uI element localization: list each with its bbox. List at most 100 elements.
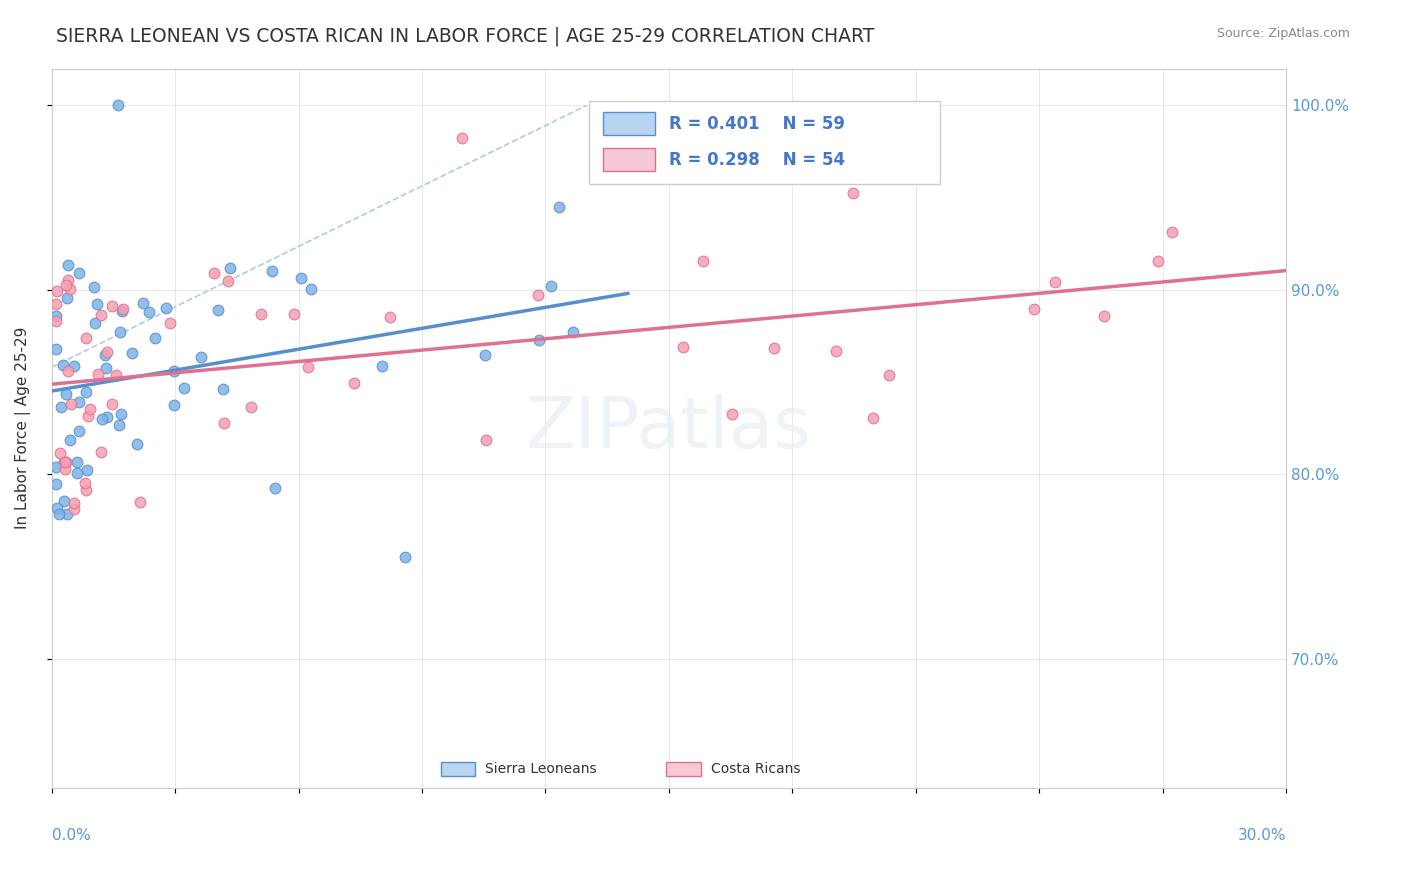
- Point: [52, 358, 75, 372]
- Point: [283, 307, 305, 321]
- Text: 0.0%: 0.0%: [52, 828, 90, 843]
- Point: [299, 282, 322, 296]
- Point: [378, 310, 401, 324]
- FancyBboxPatch shape: [603, 148, 655, 171]
- Point: [111, 304, 134, 318]
- Point: [101, 299, 124, 313]
- Point: [94, 348, 117, 362]
- Point: [60, 397, 83, 411]
- Point: [143, 331, 166, 345]
- Point: [218, 260, 240, 275]
- Point: [63, 496, 86, 510]
- Point: [343, 376, 366, 390]
- Point: [475, 433, 498, 447]
- Text: R = 0.298    N = 54: R = 0.298 N = 54: [669, 151, 845, 169]
- Text: ZIPatlas: ZIPatlas: [526, 393, 811, 463]
- Point: [862, 411, 884, 425]
- Point: [173, 381, 195, 395]
- Point: [211, 382, 233, 396]
- Point: [370, 359, 392, 373]
- Point: [69, 266, 91, 280]
- Point: [474, 348, 496, 362]
- Point: [48, 446, 70, 460]
- Text: Source: ZipAtlas.com: Source: ZipAtlas.com: [1216, 27, 1350, 40]
- Text: 30.0%: 30.0%: [1237, 828, 1286, 843]
- Point: [45, 297, 67, 311]
- Point: [66, 455, 89, 469]
- Point: [527, 334, 550, 348]
- Point: [58, 433, 80, 447]
- Text: R = 0.401    N = 59: R = 0.401 N = 59: [669, 115, 845, 133]
- Point: [73, 475, 96, 490]
- Point: [540, 278, 562, 293]
- Point: [108, 418, 131, 433]
- Point: [63, 502, 86, 516]
- Point: [132, 296, 155, 310]
- Point: [1043, 275, 1066, 289]
- Point: [297, 359, 319, 374]
- Point: [58, 282, 80, 296]
- Point: [53, 494, 76, 508]
- Point: [100, 397, 122, 411]
- Text: Sierra Leoneans: Sierra Leoneans: [485, 762, 596, 776]
- Point: [527, 288, 550, 302]
- Point: [55, 507, 77, 521]
- Point: [45, 459, 67, 474]
- Point: [561, 325, 583, 339]
- Point: [45, 310, 67, 324]
- FancyBboxPatch shape: [589, 101, 941, 184]
- Point: [75, 385, 97, 400]
- Point: [83, 316, 105, 330]
- Point: [48, 507, 70, 521]
- Point: [212, 416, 235, 430]
- Point: [762, 341, 785, 355]
- Point: [155, 301, 177, 315]
- Point: [79, 401, 101, 416]
- Point: [91, 411, 114, 425]
- Point: [263, 481, 285, 495]
- Point: [163, 364, 186, 378]
- Point: [138, 305, 160, 319]
- Point: [108, 326, 131, 340]
- Point: [67, 394, 90, 409]
- Point: [190, 350, 212, 364]
- Point: [66, 467, 89, 481]
- Point: [692, 254, 714, 268]
- Point: [159, 316, 181, 330]
- Point: [96, 409, 118, 424]
- Point: [87, 367, 110, 381]
- Point: [721, 408, 744, 422]
- Point: [45, 342, 67, 356]
- Point: [107, 98, 129, 112]
- Point: [58, 364, 80, 378]
- Point: [1147, 254, 1170, 268]
- Point: [75, 331, 97, 345]
- Point: [127, 436, 149, 450]
- Point: [129, 495, 152, 509]
- Point: [45, 284, 67, 298]
- Point: [1024, 301, 1046, 316]
- FancyBboxPatch shape: [440, 762, 475, 776]
- Point: [842, 186, 865, 201]
- Point: [121, 345, 143, 359]
- Point: [877, 368, 900, 382]
- Point: [56, 273, 79, 287]
- FancyBboxPatch shape: [603, 112, 655, 136]
- Point: [53, 462, 76, 476]
- Point: [96, 345, 118, 359]
- Text: Costa Ricans: Costa Ricans: [711, 762, 800, 776]
- Point: [67, 425, 90, 439]
- Point: [76, 462, 98, 476]
- Point: [55, 455, 77, 469]
- Point: [53, 455, 76, 469]
- Point: [260, 264, 283, 278]
- Point: [394, 550, 416, 565]
- Point: [45, 313, 67, 327]
- Point: [111, 301, 134, 316]
- Point: [77, 409, 100, 423]
- Point: [825, 343, 848, 358]
- Point: [86, 296, 108, 310]
- Point: [45, 477, 67, 491]
- Point: [45, 501, 67, 516]
- Point: [56, 291, 79, 305]
